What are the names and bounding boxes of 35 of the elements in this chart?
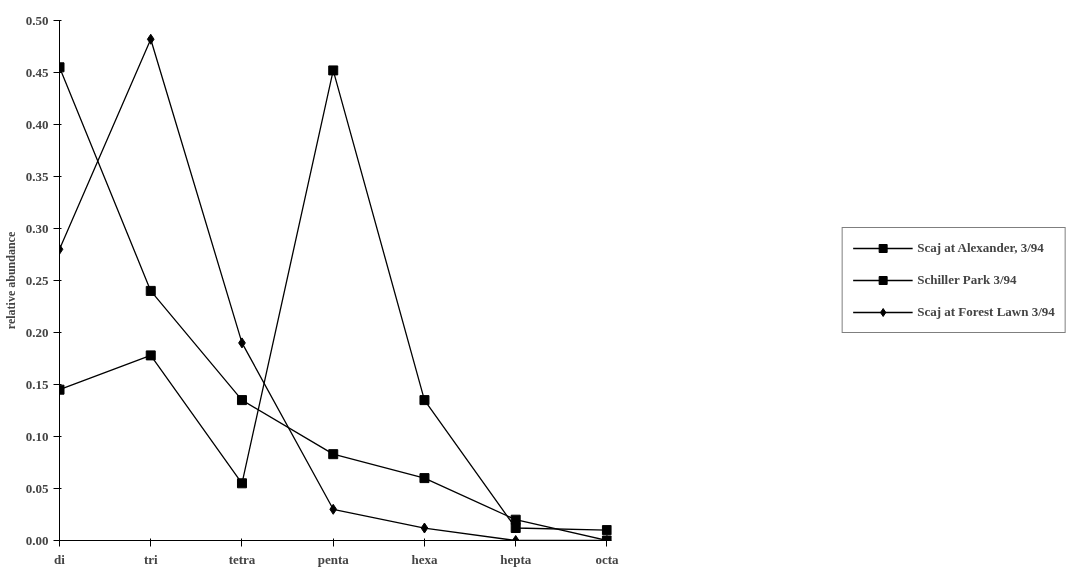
x-tick-label: tetra — [228, 551, 256, 567]
point — [510, 523, 521, 534]
point — [236, 478, 247, 489]
legend-label: Scaj at Alexander, 3/94 — [917, 240, 1044, 256]
point — [601, 525, 612, 536]
x-tick-label: tri — [143, 551, 158, 567]
point — [328, 449, 339, 460]
point — [145, 350, 156, 361]
x-tick-label: hexa — [411, 551, 438, 567]
y-tick-label: 0.05 — [25, 480, 49, 496]
point — [420, 522, 429, 534]
x-tick-label: di — [54, 551, 66, 567]
point — [419, 395, 430, 406]
x-tick-label: octa — [595, 551, 619, 567]
y-tick-label: 0.40 — [25, 116, 49, 132]
y-tick-label: 0.35 — [25, 168, 49, 184]
y-tick-label: 0.45 — [25, 64, 49, 80]
x-tick-label: hepta — [500, 551, 532, 567]
legend-label: Schiller Park 3/94 — [917, 272, 1017, 288]
point — [328, 65, 339, 76]
x-tick-label: penta — [317, 551, 350, 567]
legend-label: Scaj at Forest Lawn 3/94 — [917, 304, 1055, 320]
y-tick-label: 0.10 — [25, 428, 49, 444]
y-tick-label: 0.25 — [25, 272, 49, 288]
y-tick-label: 0.20 — [25, 324, 49, 340]
point — [236, 395, 247, 406]
point — [419, 473, 430, 484]
point — [329, 503, 338, 515]
point — [146, 33, 155, 45]
y-tick-label: 0.00 — [25, 532, 49, 548]
y-tick-label: 0.15 — [25, 376, 49, 392]
y-axis-title: relative abundance — [3, 231, 18, 330]
y-tick-label: 0.30 — [25, 220, 49, 236]
point — [145, 285, 156, 296]
y-tick-label: 0.50 — [25, 12, 49, 28]
